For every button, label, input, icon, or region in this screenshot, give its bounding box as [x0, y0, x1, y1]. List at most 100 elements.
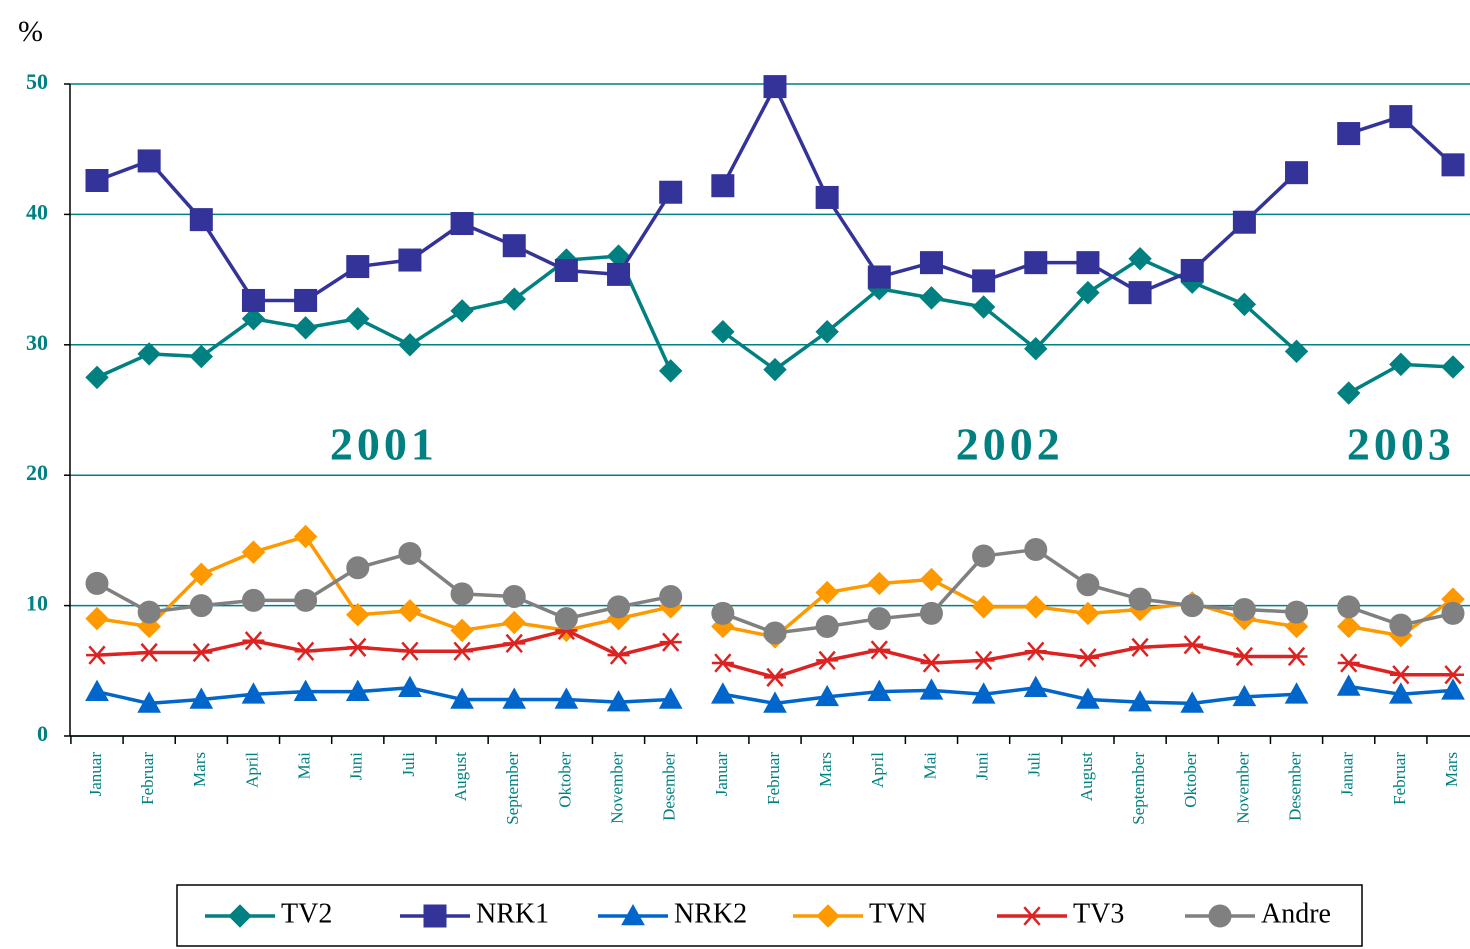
- data-point: [1232, 598, 1256, 622]
- x-tick-label: Juni: [347, 752, 366, 781]
- data-point: [1441, 355, 1465, 379]
- data-point: [450, 212, 474, 236]
- data-point: [85, 168, 109, 192]
- series-line: [722, 642, 1297, 680]
- data-point: [971, 595, 996, 619]
- y-tick-label: 40: [26, 199, 48, 224]
- x-tick-label: Februar: [764, 752, 783, 805]
- data-point: [867, 679, 892, 701]
- legend-label: NRK1: [476, 898, 549, 929]
- data-point: [1128, 587, 1152, 611]
- data-point: [450, 687, 474, 709]
- data-point: [972, 269, 996, 293]
- legend-label: TVN: [869, 898, 927, 929]
- legend-label: NRK2: [674, 898, 747, 929]
- data-point: [190, 642, 213, 663]
- legend-marker: [1208, 904, 1232, 928]
- x-tick-label: Januar: [86, 752, 105, 797]
- data-point: [86, 645, 108, 665]
- data-point: [242, 631, 265, 651]
- data-point: [241, 588, 265, 612]
- legend-marker: [621, 903, 645, 926]
- data-point: [919, 251, 943, 275]
- data-point: [1389, 665, 1412, 685]
- data-point: [241, 540, 266, 564]
- data-point: [346, 255, 370, 279]
- series-line: [96, 158, 673, 303]
- data-point: [607, 595, 631, 619]
- data-point: [451, 641, 474, 661]
- data-point: [293, 524, 318, 549]
- data-point: [450, 582, 474, 606]
- x-tick-label: September: [1129, 752, 1148, 825]
- series-line: [96, 685, 671, 706]
- data-point: [293, 316, 318, 340]
- x-tick-label: Juli: [1025, 752, 1044, 777]
- data-point: [1233, 646, 1256, 667]
- x-tick-label: Juni: [973, 752, 992, 781]
- data-point: [920, 653, 943, 673]
- data-point: [1180, 258, 1204, 282]
- x-tick-label: Mars: [816, 752, 835, 787]
- x-tick-label: September: [503, 752, 522, 825]
- data-point: [1076, 648, 1099, 668]
- data-point: [85, 606, 109, 631]
- data-point: [606, 690, 631, 712]
- data-point: [137, 691, 162, 713]
- series-line: [721, 256, 1298, 372]
- x-tick-label: Mai: [920, 752, 939, 780]
- data-point: [1337, 595, 1361, 619]
- x-tick-label: Oktober: [1181, 752, 1200, 808]
- data-point: [137, 600, 161, 624]
- x-tick-label: Desember: [660, 752, 679, 821]
- data-point: [1076, 687, 1100, 709]
- x-tick-label: November: [1233, 752, 1252, 824]
- data-point: [189, 562, 214, 587]
- y-tick-label: 0: [37, 721, 48, 746]
- data-point: [189, 594, 213, 618]
- data-point: [763, 621, 787, 645]
- data-point: [398, 541, 422, 565]
- data-point: [1076, 601, 1100, 626]
- data-point: [972, 544, 996, 568]
- data-point: [659, 584, 683, 608]
- series-line: [96, 628, 672, 658]
- y-tick-label: 30: [26, 330, 48, 355]
- data-point: [1129, 637, 1152, 657]
- data-point: [867, 265, 891, 289]
- data-point: [294, 588, 318, 612]
- data-point: [293, 679, 318, 701]
- data-point: [137, 149, 161, 173]
- series-line: [722, 547, 1297, 635]
- data-point: [971, 682, 996, 704]
- data-point: [398, 675, 422, 698]
- data-point: [1128, 281, 1152, 305]
- data-point: [815, 320, 839, 344]
- data-point: [1441, 601, 1465, 625]
- data-point: [294, 288, 318, 312]
- data-point: [346, 307, 370, 331]
- x-tick-label: Februar: [138, 752, 157, 805]
- legend-label: TV2: [281, 898, 332, 929]
- x-tick-label: Mars: [190, 752, 209, 787]
- data-point: [1076, 280, 1100, 305]
- data-point: [1337, 122, 1361, 146]
- data-point: [502, 287, 526, 311]
- data-point: [1024, 595, 1048, 619]
- data-point: [710, 682, 735, 704]
- data-point: [189, 344, 214, 369]
- data-point: [816, 650, 839, 670]
- year-label: 2001: [330, 419, 438, 470]
- data-point: [85, 679, 109, 701]
- data-point: [241, 288, 265, 312]
- data-point: [711, 320, 735, 344]
- x-tick-label: Mai: [295, 752, 314, 780]
- y-tick-label: 20: [26, 460, 48, 485]
- data-point: [189, 687, 214, 709]
- x-tick-label: August: [451, 752, 470, 801]
- data-point: [659, 632, 682, 652]
- data-point: [346, 603, 370, 627]
- data-point: [711, 601, 735, 625]
- legend-marker: [1021, 906, 1043, 926]
- data-point: [815, 684, 840, 707]
